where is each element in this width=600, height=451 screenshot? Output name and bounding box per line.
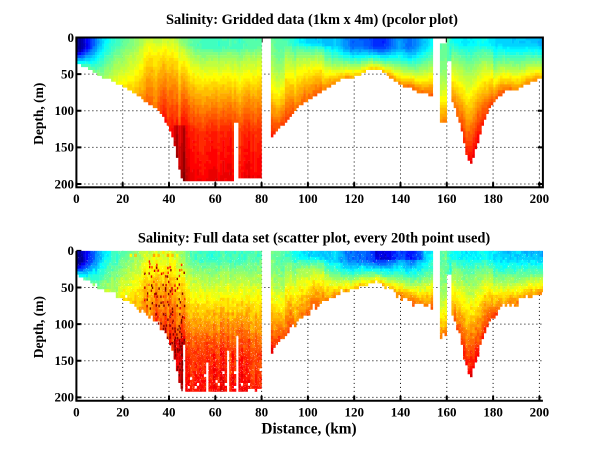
svg-text:40: 40 (163, 191, 176, 206)
svg-text:80: 80 (255, 191, 268, 206)
svg-text:100: 100 (55, 316, 75, 331)
svg-text:0: 0 (73, 191, 80, 206)
svg-text:50: 50 (61, 280, 74, 295)
svg-text:100: 100 (298, 191, 318, 206)
svg-text:0: 0 (68, 30, 75, 45)
svg-text:120: 120 (344, 405, 364, 420)
svg-text:200: 200 (55, 390, 75, 405)
svg-text:20: 20 (116, 405, 129, 420)
svg-text:200: 200 (55, 176, 75, 191)
svg-text:60: 60 (209, 405, 222, 420)
svg-text:Salinity: Full data set (scatt: Salinity: Full data set (scatter plot, e… (138, 231, 490, 247)
svg-text:Distance, (km): Distance, (km) (261, 421, 356, 438)
svg-text:140: 140 (391, 191, 411, 206)
svg-text:100: 100 (298, 405, 318, 420)
svg-text:40: 40 (163, 405, 176, 420)
svg-text:60: 60 (209, 191, 222, 206)
svg-text:20: 20 (116, 191, 129, 206)
svg-text:150: 150 (55, 140, 75, 155)
svg-text:Depth, (m): Depth, (m) (31, 296, 46, 358)
svg-text:180: 180 (483, 405, 503, 420)
svg-text:200: 200 (530, 405, 550, 420)
svg-text:140: 140 (391, 405, 411, 420)
svg-text:200: 200 (530, 191, 550, 206)
svg-text:160: 160 (437, 405, 457, 420)
svg-text:100: 100 (55, 103, 75, 118)
svg-text:Salinity: Gridded data (1km x: Salinity: Gridded data (1km x 4m) (pcolo… (166, 12, 458, 28)
svg-text:160: 160 (437, 191, 457, 206)
svg-text:150: 150 (55, 353, 75, 368)
svg-text:Depth, (m): Depth, (m) (31, 83, 46, 145)
svg-text:50: 50 (61, 66, 74, 81)
svg-text:80: 80 (255, 405, 268, 420)
svg-text:180: 180 (483, 191, 503, 206)
svg-text:120: 120 (344, 191, 364, 206)
svg-text:0: 0 (73, 405, 80, 420)
svg-text:0: 0 (68, 243, 75, 258)
